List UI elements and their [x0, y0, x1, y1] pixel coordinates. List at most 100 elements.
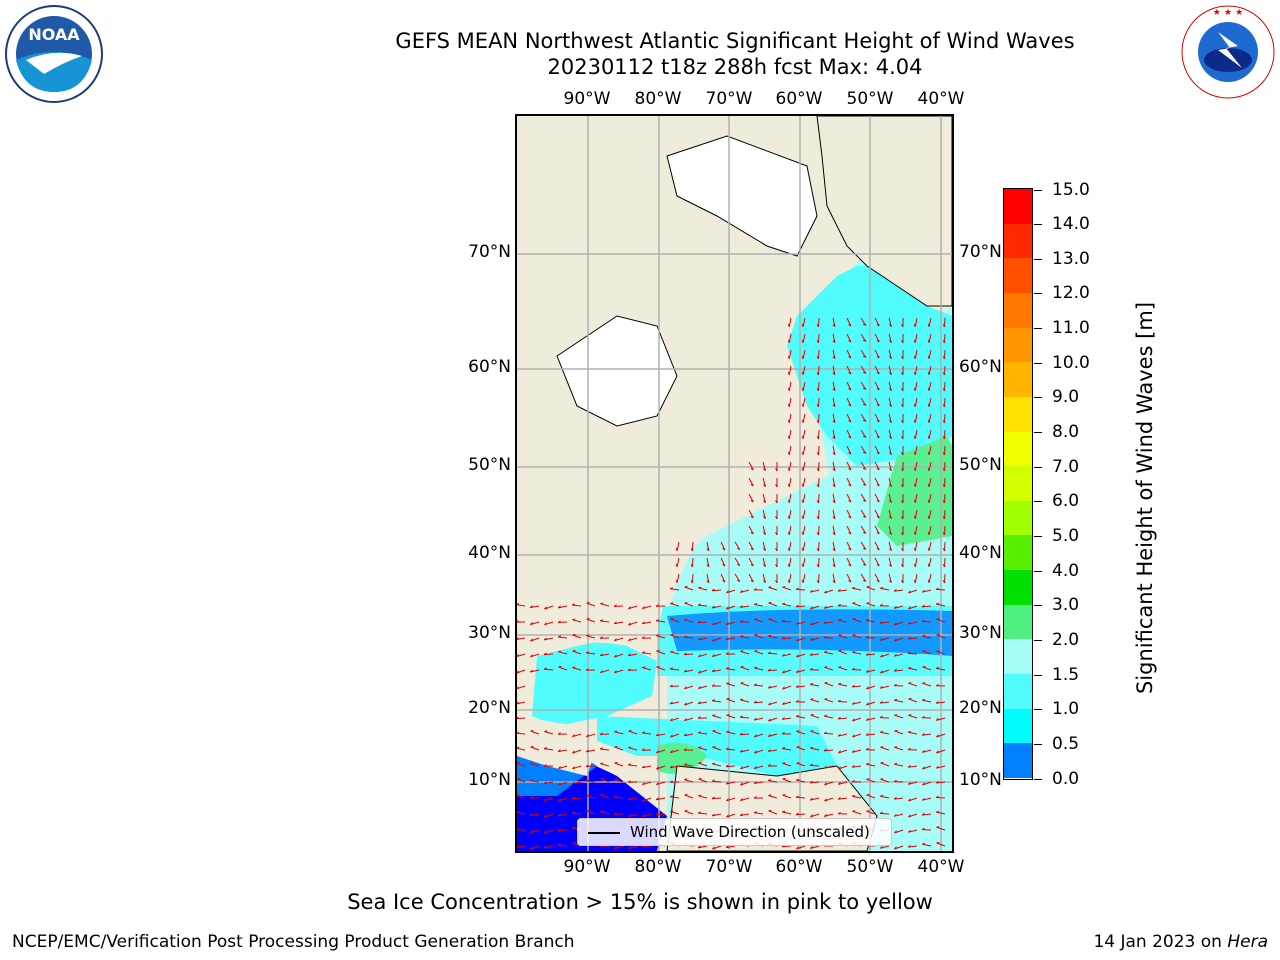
wind-arrow	[544, 748, 554, 751]
wind-arrow	[768, 717, 778, 722]
wind-arrow-head	[832, 372, 836, 376]
lon-label-top: 70°W	[705, 89, 753, 109]
wind-arrow-head	[726, 714, 730, 716]
wind-arrow	[530, 763, 540, 767]
wind-arrow-head	[517, 603, 520, 605]
wind-arrow-head	[628, 606, 631, 610]
wind-arrow	[683, 653, 694, 656]
wind-arrow-head	[599, 636, 603, 639]
wind-arrow	[748, 493, 754, 503]
wind-arrow	[698, 701, 708, 705]
wind-arrow	[558, 666, 568, 671]
wind-arrow-head	[876, 435, 880, 439]
wind-arrow-head	[913, 419, 916, 423]
wind-arrow	[768, 685, 778, 689]
wind-arrow	[530, 621, 540, 626]
wind-arrow	[838, 733, 848, 737]
wind-arrow	[614, 669, 624, 674]
wind-arrow	[670, 618, 680, 623]
wind-arrow	[802, 541, 806, 551]
wind-arrow	[874, 413, 880, 423]
wind-arrow-head	[670, 618, 674, 620]
wind-arrow	[586, 635, 596, 639]
wind-arrow-head	[816, 324, 819, 328]
wind-arrow-head	[795, 604, 799, 608]
wind-arrow-head	[787, 371, 790, 375]
colorbar-segment	[1004, 604, 1032, 640]
wind-arrow	[788, 413, 792, 423]
wind-arrow-head	[801, 483, 804, 487]
wind-arrow	[572, 604, 582, 607]
wind-arrow-head	[586, 734, 589, 738]
wind-arrow	[928, 493, 932, 503]
wind-arrow	[880, 587, 890, 591]
wind-arrow-head	[698, 746, 702, 749]
wind-arrow	[517, 812, 526, 815]
wind-arrow-head	[865, 652, 869, 656]
wind-arrow-head	[824, 714, 828, 717]
wind-arrow-head	[913, 403, 916, 407]
wind-arrow-head	[810, 814, 813, 818]
wind-arrow	[944, 381, 946, 392]
wind-arrow	[691, 573, 694, 584]
wind-arrow	[628, 605, 638, 610]
wind-arrow	[888, 381, 892, 391]
wind-arrow-head	[669, 780, 673, 783]
wind-arrow	[908, 845, 918, 848]
wind-arrow	[712, 813, 722, 817]
wind-arrow	[712, 621, 722, 626]
wind-arrow-head	[879, 715, 883, 719]
wind-arrow	[558, 765, 568, 770]
wind-arrow-head	[894, 762, 898, 765]
wind-arrow	[628, 730, 638, 735]
wind-arrow-head	[907, 765, 911, 768]
wind-arrow	[544, 813, 554, 818]
wind-arrow	[818, 525, 820, 536]
wind-arrow-head	[599, 732, 603, 735]
wind-arrow-head	[753, 700, 757, 704]
wind-arrow	[922, 765, 932, 770]
wind-arrow	[818, 317, 820, 328]
wind-arrow	[888, 429, 892, 439]
wind-arrow-head	[690, 564, 693, 568]
wind-arrow-head	[763, 580, 766, 584]
wind-arrow-head	[865, 733, 869, 736]
wind-arrow	[656, 749, 666, 754]
wind-arrow-head	[600, 602, 604, 605]
wind-arrow	[782, 717, 792, 720]
wind-arrow	[676, 557, 680, 567]
wind-arrow-head	[670, 750, 673, 754]
wind-arrow-head	[865, 669, 869, 673]
wind-arrow	[846, 525, 852, 535]
wind-arrow	[832, 317, 836, 327]
wind-arrow-head	[838, 618, 842, 621]
wind-arrow-head	[913, 355, 916, 359]
wind-arrow-head	[517, 845, 519, 848]
wind-arrow-head	[908, 714, 912, 716]
wind-arrow-head	[572, 842, 576, 844]
wind-arrow	[824, 605, 834, 609]
wind-arrow-head	[922, 650, 926, 652]
wind-arrow	[922, 589, 932, 593]
wind-arrow-head	[942, 452, 945, 456]
wind-arrow	[894, 589, 904, 592]
wind-arrow	[614, 779, 624, 783]
wind-arrow-head	[832, 516, 836, 520]
map-subtitle: 20230112 t18z 288h fcst Max: 4.04	[547, 55, 923, 79]
wind-arrow-head	[787, 531, 790, 535]
wind-arrow-head	[888, 580, 892, 584]
wind-arrow-head	[866, 618, 870, 621]
wind-arrow-head	[698, 654, 701, 658]
wind-arrow	[860, 333, 867, 342]
wind-arrow-head	[893, 683, 897, 687]
wind-arrow	[880, 637, 890, 641]
wind-arrow	[866, 717, 876, 721]
wind-arrow-head	[530, 762, 534, 764]
wind-arrow-head	[901, 324, 904, 328]
wind-arrow-head	[894, 846, 897, 850]
greenland	[816, 116, 952, 307]
wind-arrow	[796, 730, 806, 735]
wind-arrow-head	[517, 731, 519, 734]
wind-arrow-head	[763, 468, 766, 472]
wind-arrow	[796, 715, 806, 719]
